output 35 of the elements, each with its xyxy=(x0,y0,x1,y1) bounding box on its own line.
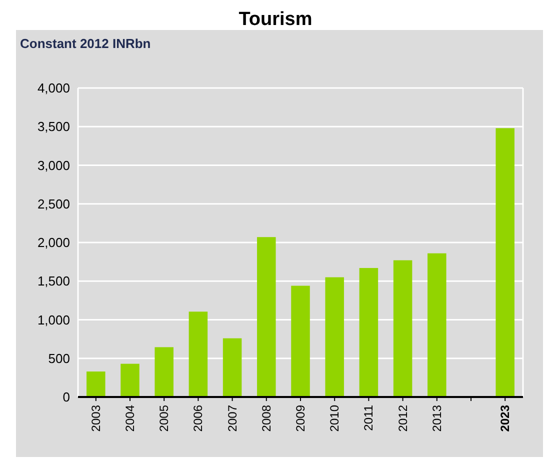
x-tick-label: 2013 xyxy=(430,404,444,432)
chart-title: Tourism xyxy=(238,9,312,30)
x-tick-label: 2007 xyxy=(225,404,240,432)
y-tick-label: 2,000 xyxy=(37,235,70,250)
y-tick-label: 2,500 xyxy=(37,196,70,212)
bar xyxy=(359,268,378,397)
x-tick-label: 2023 xyxy=(498,404,512,432)
bar xyxy=(120,364,140,397)
bar xyxy=(188,312,208,397)
bar xyxy=(257,237,276,397)
bar xyxy=(86,372,106,397)
y-tick-label: 1,000 xyxy=(37,312,70,328)
x-tick-label: 2012 xyxy=(396,404,410,432)
bar xyxy=(291,286,310,397)
x-tick-label: 2011 xyxy=(362,404,376,431)
y-tick-label: 4,000 xyxy=(37,80,70,96)
x-tick-label: 2004 xyxy=(123,404,137,432)
bar xyxy=(393,260,412,397)
y-tick-label: 3,500 xyxy=(37,119,70,134)
bar xyxy=(154,347,174,397)
x-tick-label: 2010 xyxy=(328,404,342,432)
bar xyxy=(222,338,242,397)
y-tick-label: 3,000 xyxy=(37,158,70,173)
x-tick-label: 2005 xyxy=(157,404,172,432)
y-tick-label: 0 xyxy=(62,390,70,405)
x-tick-label: 2009 xyxy=(294,404,308,432)
bar xyxy=(428,253,446,397)
y-tick-label: 500 xyxy=(48,350,70,366)
x-tick-label: 2003 xyxy=(88,404,103,432)
x-tick-label: 2008 xyxy=(259,404,274,432)
bar xyxy=(496,128,514,397)
x-tick-label: 2006 xyxy=(191,404,206,432)
y-tick-label: 1,500 xyxy=(37,274,70,289)
bar xyxy=(325,277,344,397)
y-axis-title: Constant 2012 INRbn xyxy=(20,36,151,51)
